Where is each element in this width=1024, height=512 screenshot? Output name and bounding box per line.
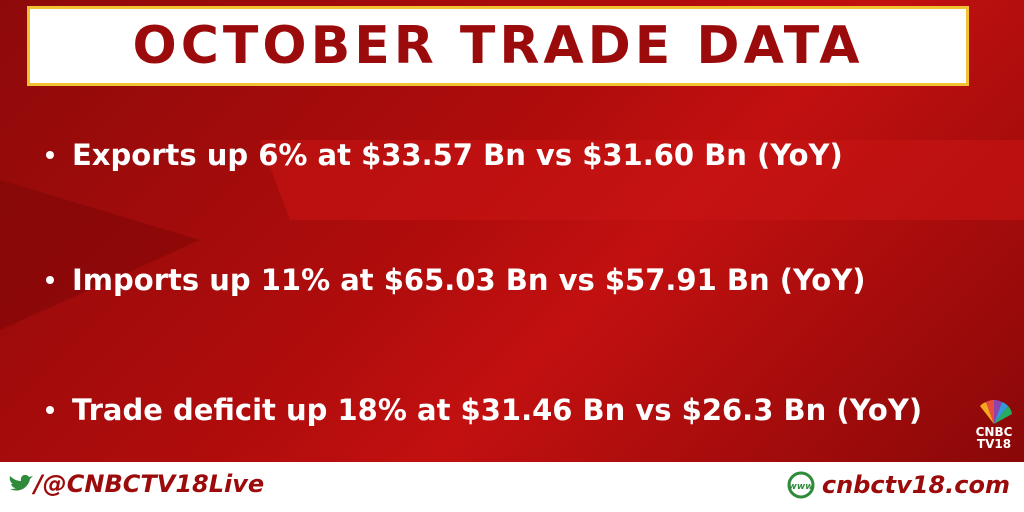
- footer: /@CNBCTV18Live www cnbctv18.com: [0, 462, 1024, 512]
- website[interactable]: www cnbctv18.com: [786, 470, 1010, 500]
- title-box: OCTOBER TRADE DATA: [27, 6, 969, 86]
- bullet-text: Trade deficit up 18% at $31.46 Bn vs $26…: [72, 393, 923, 427]
- bullet-text: Exports up 6% at $33.57 Bn vs $31.60 Bn …: [72, 138, 843, 172]
- bullet: Exports up 6% at $33.57 Bn vs $31.60 Bn …: [46, 138, 843, 172]
- twitter-icon: [9, 474, 34, 491]
- logo-text: TV18: [976, 437, 1012, 451]
- handle-text: /@CNBCTV18Live: [34, 470, 265, 498]
- bullet: Trade deficit up 18% at $31.46 Bn vs $26…: [46, 393, 922, 427]
- bullet: Imports up 11% at $65.03 Bn vs $57.91 Bn…: [46, 263, 865, 297]
- decor: [0, 140, 1024, 330]
- social-handle[interactable]: /@CNBCTV18Live: [8, 470, 264, 498]
- logo-text: CNBC: [975, 425, 1013, 439]
- svg-text:www: www: [788, 482, 814, 492]
- peacock-icon: [980, 399, 1012, 424]
- logo: CNBC TV18: [966, 399, 1022, 451]
- site-text: cnbctv18.com: [821, 471, 1010, 499]
- title: OCTOBER TRADE DATA: [132, 16, 864, 76]
- web-icon: www: [787, 471, 815, 499]
- bullet-text: Imports up 11% at $65.03 Bn vs $57.91 Bn…: [72, 263, 866, 297]
